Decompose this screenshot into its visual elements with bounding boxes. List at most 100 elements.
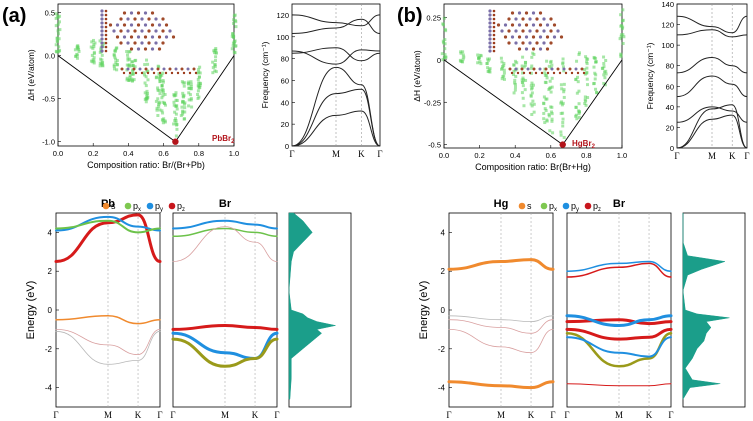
data-point <box>500 60 504 64</box>
structure-atom <box>100 33 104 37</box>
band-line <box>565 314 673 328</box>
data-point <box>146 62 150 66</box>
structure-atom <box>558 71 562 75</box>
structure-atom <box>129 11 134 15</box>
structure-atom <box>146 71 150 75</box>
structure-atom <box>576 71 580 75</box>
legend-label-px: px <box>549 201 557 213</box>
legend-label-pz: pz <box>593 201 601 213</box>
x-tick-label: 0.6 <box>158 149 168 158</box>
data-point <box>125 76 129 80</box>
structure-atom <box>546 71 550 75</box>
data-point <box>102 41 106 45</box>
structure-atom <box>164 35 169 39</box>
data-point <box>183 106 187 110</box>
data-point <box>130 77 134 81</box>
data-point <box>532 110 536 114</box>
data-point <box>76 45 80 49</box>
data-point <box>233 13 237 17</box>
data-point <box>112 67 116 71</box>
data-point <box>182 117 186 121</box>
structure-atom <box>122 35 127 39</box>
data-point <box>530 64 534 68</box>
data-point <box>92 43 96 47</box>
data-point <box>585 66 589 70</box>
structure-atom <box>164 23 169 27</box>
structure-atom <box>150 35 155 39</box>
structure-atom <box>531 11 536 15</box>
data-point <box>183 110 187 114</box>
data-point <box>619 13 623 17</box>
structure-atom <box>514 41 518 45</box>
structure-atom <box>528 29 532 33</box>
data-point <box>157 105 161 109</box>
data-point <box>56 29 60 33</box>
data-point <box>549 60 553 64</box>
data-point <box>602 73 606 77</box>
data-point <box>458 58 462 62</box>
data-point <box>550 117 554 121</box>
structure-atom <box>514 29 518 33</box>
structure-atom <box>531 47 536 51</box>
x-tick-label: 0.0 <box>439 151 449 160</box>
y-axis-label: Frequency (cm⁻¹) <box>260 41 270 108</box>
data-point <box>583 95 587 99</box>
data-point <box>583 101 587 105</box>
band-line <box>55 315 161 325</box>
data-point <box>487 57 491 61</box>
y-tick-label: 0 <box>48 306 53 315</box>
data-point <box>530 86 534 90</box>
data-point <box>620 23 624 27</box>
structure-atom <box>119 17 123 21</box>
data-point <box>550 110 554 114</box>
structure-atom <box>104 37 108 41</box>
data-point <box>561 124 565 128</box>
structure-atom <box>154 41 158 45</box>
data-point <box>146 78 150 82</box>
data-point <box>520 91 524 95</box>
y-tick-label: 20 <box>666 123 674 132</box>
data-point <box>603 83 607 87</box>
data-point <box>128 57 132 61</box>
data-point <box>174 104 178 108</box>
structure-atom <box>100 25 104 29</box>
band-line <box>54 213 162 263</box>
structure-atom <box>510 35 515 39</box>
data-point <box>92 38 96 42</box>
data-point <box>234 25 238 29</box>
data-point <box>161 88 165 92</box>
structure-atom <box>100 41 104 45</box>
structure-atom <box>174 67 178 71</box>
y-tick-label: 120 <box>276 11 289 20</box>
data-point <box>621 42 625 46</box>
data-point <box>442 16 446 20</box>
structure-atom <box>147 41 151 45</box>
structure-atom <box>150 47 155 51</box>
phonon-branch <box>676 114 748 149</box>
phonon-branch <box>291 110 381 147</box>
data-point <box>146 69 150 73</box>
data-point <box>574 78 578 82</box>
structure-atom <box>100 21 104 25</box>
data-point <box>531 83 535 87</box>
data-point <box>196 89 200 93</box>
data-point <box>144 75 148 79</box>
data-point <box>179 114 183 118</box>
data-point <box>459 50 463 54</box>
panel-label-b: (b) <box>397 5 423 27</box>
structure-atom <box>104 25 108 29</box>
y-tick-label: 40 <box>666 103 674 112</box>
structure-atom <box>194 71 198 75</box>
data-point <box>585 77 589 81</box>
data-point <box>529 102 533 106</box>
data-point <box>187 86 191 90</box>
data-point <box>172 93 176 97</box>
structure-atom <box>147 29 151 33</box>
data-point <box>128 74 132 78</box>
x-tick-label: 0.4 <box>123 149 133 158</box>
data-point <box>501 75 505 79</box>
structure-atom <box>133 17 137 21</box>
y-tick-label: -0.25 <box>424 98 441 107</box>
element-title: Br <box>613 198 626 210</box>
data-point <box>98 39 102 43</box>
